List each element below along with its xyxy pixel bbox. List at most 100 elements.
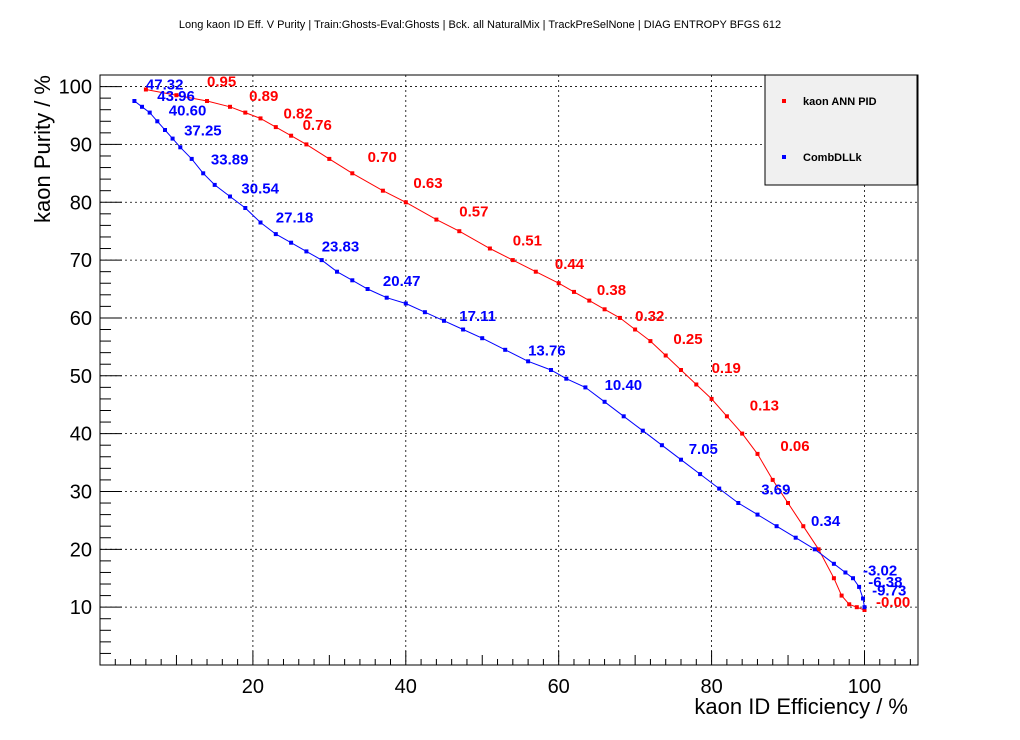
data-point-combdllk: [857, 584, 862, 589]
data-point-combdllk: [403, 301, 408, 306]
data-point-kaon-ann-pid: [273, 125, 278, 130]
data-point-combdllk: [736, 501, 741, 505]
y-tick-label: 60: [70, 308, 92, 330]
data-point-combdllk: [717, 486, 722, 491]
data-point-combdllk: [812, 547, 817, 552]
data-point-combdllk: [319, 258, 324, 263]
data-label-kaon-ann-pid: 0.44: [555, 256, 585, 273]
x-tick-label: 80: [700, 676, 722, 698]
data-point-kaon-ann-pid: [380, 188, 385, 193]
data-label-combdllk: 0.34: [811, 513, 841, 530]
data-point-combdllk: [304, 249, 309, 254]
data-point-combdllk: [503, 347, 508, 352]
legend-label-combdllk: CombDLLk: [803, 152, 863, 164]
data-label-kaon-ann-pid: 0.95: [207, 74, 236, 91]
data-point-combdllk: [189, 156, 194, 161]
legend-marker-kaon-ann-pid: [782, 99, 786, 103]
data-point-kaon-ann-pid: [786, 501, 790, 505]
data-point-kaon-ann-pid: [457, 229, 462, 234]
data-point-combdllk: [480, 336, 485, 341]
data-point-kaon-ann-pid: [434, 217, 439, 222]
data-point-kaon-ann-pid: [243, 110, 248, 115]
data-point-combdllk: [140, 104, 144, 109]
data-point-kaon-ann-pid: [327, 156, 332, 161]
chart-title: Long kaon ID Eff. V Purity | Train:Ghost…: [179, 19, 781, 31]
data-point-combdllk: [461, 327, 466, 332]
data-label-kaon-ann-pid: 0.13: [750, 398, 779, 415]
data-point-kaon-ann-pid: [403, 200, 408, 205]
data-point-combdllk: [861, 596, 865, 601]
data-point-kaon-ann-pid: [724, 414, 729, 419]
label-layer: 0.95 0.89 0.820.76 0.70 0.63 0.57 0.51 0.44 0.38…: [146, 74, 910, 612]
series-layer: [132, 87, 867, 612]
data-label-combdllk: 7.05: [689, 441, 718, 458]
x-axis-title: kaon ID Efficiency / %: [694, 694, 908, 719]
data-point-combdllk: [335, 269, 339, 274]
series-combdllk: [132, 99, 867, 610]
data-point-combdllk: [384, 295, 389, 300]
data-point-kaon-ann-pid: [143, 87, 148, 92]
data-point-kaon-ann-pid: [174, 93, 179, 98]
axis-layer: 20 40 60 80 100 10 20 30 40 50 60 70 80 90 100: [59, 77, 911, 698]
data-point-combdllk: [258, 220, 263, 225]
data-point-kaon-ann-pid: [709, 396, 714, 401]
data-label-kaon-ann-pid: 0.38: [597, 282, 626, 299]
data-point-kaon-ann-pid: [770, 477, 775, 482]
data-label-kaon-ann-pid: 0.51: [513, 233, 542, 250]
data-label-kaon-ann-pid: 0.89: [249, 88, 278, 105]
series-kaon-ann-pid: [143, 87, 867, 612]
data-label-kaon-ann-pid: 0.63: [413, 175, 442, 192]
data-point-kaon-ann-pid: [350, 171, 355, 176]
data-label-combdllk: 30.54: [241, 181, 279, 198]
legend: kaon ANN PID CombDLLk: [764, 74, 918, 186]
data-label-kaon-ann-pid: 0.25: [673, 331, 702, 348]
data-point-combdllk: [774, 524, 779, 529]
data-label-combdllk: 10.40: [605, 377, 643, 394]
data-label-clutter: -0.00: [876, 594, 910, 611]
data-point-combdllk: [243, 206, 248, 210]
series-line-combdllk: [134, 100, 865, 608]
data-point-combdllk: [549, 368, 553, 372]
data-point-combdllk: [365, 287, 370, 291]
x-tick-label: 20: [242, 676, 264, 698]
data-label-combdllk: 23.83: [322, 238, 360, 255]
data-point-kaon-ann-pid: [205, 99, 209, 103]
data-label-combdllk: 20.47: [383, 273, 421, 290]
data-point-combdllk: [132, 99, 137, 103]
data-point-combdllk: [273, 232, 278, 237]
legend-label-kaon-ann-pid: kaon ANN PID: [803, 96, 877, 108]
data-point-combdllk: [212, 182, 217, 187]
y-tick-label: 80: [70, 192, 92, 214]
data-label-combdllk: 13.76: [528, 343, 566, 360]
data-point-kaon-ann-pid: [694, 382, 699, 387]
data-point-combdllk: [526, 359, 531, 364]
data-point-kaon-ann-pid: [839, 593, 844, 598]
data-label-kaon-ann-pid: 0.19: [712, 360, 741, 377]
data-point-kaon-ann-pid: [587, 298, 592, 303]
data-point-kaon-ann-pid: [487, 246, 492, 251]
data-point-combdllk: [155, 119, 160, 124]
data-label-kaon-ann-pid: 0.82: [284, 105, 313, 122]
y-tick-label: 70: [70, 250, 92, 272]
data-point-combdllk: [147, 110, 152, 115]
data-point-kaon-ann-pid: [755, 451, 760, 456]
data-point-combdllk: [698, 472, 703, 477]
data-point-combdllk: [422, 310, 427, 315]
data-point-kaon-ann-pid: [304, 142, 309, 147]
x-tick-label: 40: [395, 676, 417, 698]
data-point-combdllk: [564, 376, 569, 381]
data-label-clutter: -9.73: [872, 583, 906, 600]
data-point-combdllk: [793, 535, 798, 540]
data-point-kaon-ann-pid: [847, 602, 852, 607]
data-point-combdllk: [163, 128, 167, 132]
data-point-combdllk: [843, 570, 848, 575]
data-point-kaon-ann-pid: [289, 133, 294, 138]
data-point-combdllk: [201, 171, 206, 176]
y-axis-title: kaon Purity / %: [30, 75, 55, 223]
data-point-combdllk: [621, 414, 626, 419]
data-point-kaon-ann-pid: [801, 524, 806, 529]
data-point-kaon-ann-pid: [648, 339, 653, 344]
data-point-combdllk: [228, 194, 232, 199]
data-point-combdllk: [755, 512, 760, 517]
data-label-kaon-ann-pid: 0.06: [780, 438, 809, 455]
